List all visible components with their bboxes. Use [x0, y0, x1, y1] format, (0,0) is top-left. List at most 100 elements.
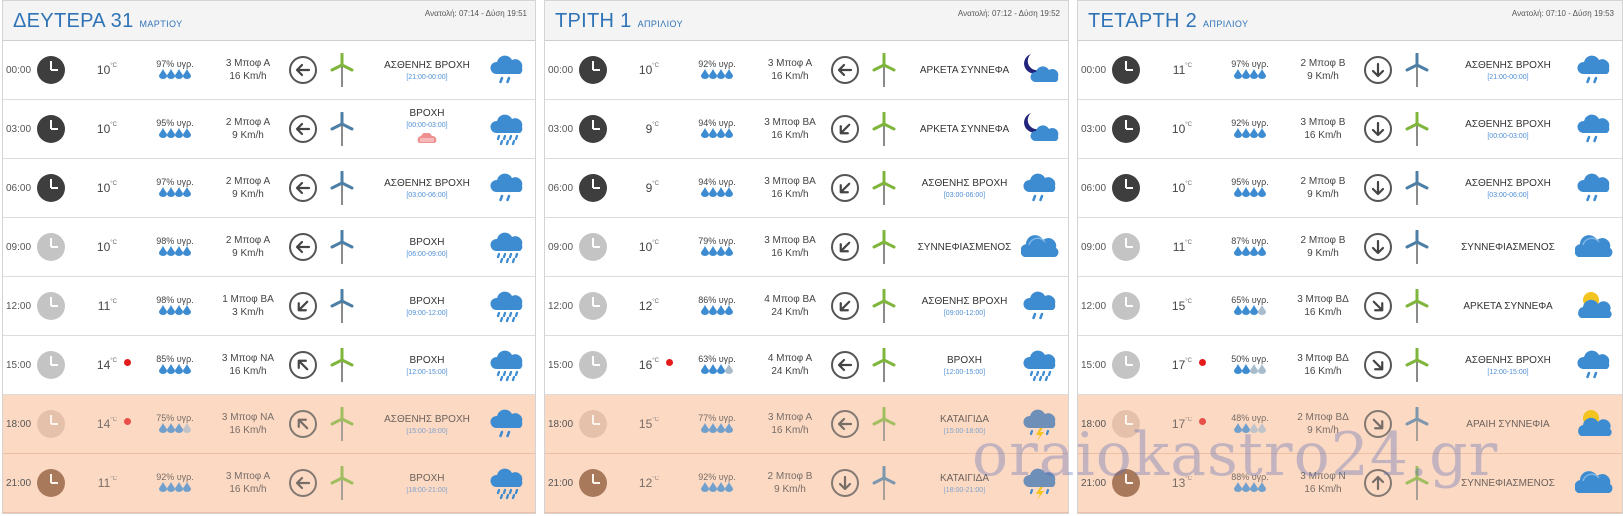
humidity-drop-icon	[725, 245, 733, 259]
haze-icon	[367, 132, 487, 150]
wind: 3 Μποφ ΒΔ 16 Km/h	[1297, 353, 1349, 377]
storm-icon	[1020, 406, 1068, 442]
wind-direction-arrow-icon	[289, 233, 317, 261]
wind: 2 Μποφ ΒΔ 9 Km/h	[1297, 412, 1349, 436]
clock-icon	[579, 351, 607, 379]
humidity-drop-icon	[175, 245, 183, 259]
weather-period: [03:00-06:00]	[943, 191, 986, 199]
humidity-drop-icon	[725, 127, 733, 141]
temperature: 10°C	[96, 181, 117, 195]
humidity-drop-icon	[159, 422, 167, 436]
watermark: oraiokastro24.gr	[972, 420, 1499, 490]
humidity-drop-icon	[1234, 481, 1242, 495]
temperature: 13°C	[1171, 476, 1192, 490]
humidity-drop-icon	[701, 186, 709, 200]
humidity-drop-icon	[183, 245, 191, 259]
humidity-drop-icon	[1258, 481, 1266, 495]
humidity-drop-icon	[717, 245, 725, 259]
high-temp-dot-icon	[124, 418, 131, 425]
wind-direction-arrow-icon	[1364, 351, 1392, 379]
temperature: 11°C	[1172, 240, 1192, 254]
day-header: ΤΡΙΤΗ 1 ΑΠΡΙΛΙΟΥ Ανατολή: 07:12 - Δύση 19:…	[545, 1, 1068, 41]
humidity: 92% υγρ.	[1210, 118, 1290, 141]
wind-turbine-icon	[317, 348, 367, 382]
humidity-drop-icon	[717, 127, 725, 141]
humidity-drop-icon	[167, 422, 175, 436]
clock-icon	[37, 115, 65, 143]
wind: 3 Μποφ ΒΑ 16 Km/h	[764, 176, 816, 200]
row-time: 09:00	[1081, 241, 1107, 253]
wind: 3 Μποφ ΒΑ 16 Km/h	[764, 117, 816, 141]
wind: 3 Μποφ Β 16 Km/h	[1300, 117, 1346, 141]
wind-direction-arrow-icon	[289, 115, 317, 143]
wind: 3 Μποφ Ν 16 Km/h	[1300, 471, 1346, 495]
humidity-drop-icon	[701, 68, 709, 82]
weather-period: [18:00-21:00]	[943, 486, 986, 494]
rain-icon	[487, 111, 535, 147]
humidity-drop-icon	[183, 363, 191, 377]
humidity-drop-icon	[1250, 481, 1258, 495]
humidity-drop-icon	[701, 245, 709, 259]
row-time: 18:00	[548, 418, 574, 430]
wind-direction-arrow-icon	[289, 469, 317, 497]
wind-direction-arrow-icon	[289, 174, 317, 202]
day-title: ΤΡΙΤΗ 1 ΑΠΡΙΛΙΟΥ	[555, 10, 683, 32]
temperature: 10°C	[96, 122, 117, 136]
wind-turbine-icon	[317, 230, 367, 264]
humidity-drop-icon	[175, 363, 183, 377]
weather-period: [15:00-18:00]	[943, 427, 986, 435]
sunrise-sunset: Ανατολή: 07:10 - Δύση 19:53	[1511, 9, 1614, 18]
clock-icon	[1112, 56, 1140, 84]
humidity-drop-icon	[1242, 186, 1250, 200]
weather-description: ΑΣΘΕΝΗΣ ΒΡΟΧΗ [00:00-03:00]	[1442, 119, 1574, 140]
wind: 3 Μποφ Α 16 Km/h	[225, 471, 271, 495]
weather-description: ΚΑΤΑΙΓΙΔΑ [18:00-21:00]	[909, 473, 1020, 494]
humidity-drop-icon	[167, 304, 175, 318]
rain-icon	[487, 229, 535, 265]
row-time: 21:00	[548, 477, 574, 489]
wind-turbine-icon	[1392, 289, 1442, 323]
wind-turbine-icon	[1392, 53, 1442, 87]
row-time: 06:00	[1081, 182, 1107, 194]
temperature: 11°C	[97, 476, 117, 490]
day-header: ΤΕΤΑΡΤΗ 2 ΑΠΡΙΛΙΟΥ Ανατολή: 07:10 - Δύση 1…	[1078, 1, 1622, 41]
wind-turbine-icon	[859, 171, 909, 205]
wind-turbine-icon	[317, 112, 367, 146]
wind-turbine-icon	[1392, 171, 1442, 205]
rain-icon	[1020, 347, 1068, 383]
wind-turbine-icon	[317, 53, 367, 87]
clock-icon	[1112, 115, 1140, 143]
wind-turbine-icon	[1392, 230, 1442, 264]
clock-icon	[579, 469, 607, 497]
humidity-drop-icon	[701, 304, 709, 318]
humidity: 50% υγρ.	[1210, 354, 1290, 377]
temperature: 9°C	[645, 122, 659, 136]
weather-period: [12:00-15:00]	[406, 368, 448, 376]
wind-turbine-icon	[317, 171, 367, 205]
day-month: ΜΑΡΤΙΟΥ	[139, 19, 183, 29]
clock-icon	[37, 56, 65, 84]
weather-period: [09:00-12:00]	[943, 309, 986, 317]
high-temp-dot-icon	[124, 359, 131, 366]
wind-direction-arrow-icon	[831, 174, 859, 202]
temperature: 10°C	[1171, 122, 1192, 136]
row-time: 00:00	[1081, 64, 1107, 76]
wind-turbine-icon	[859, 112, 909, 146]
humidity-drop-icon	[1242, 304, 1250, 318]
humidity-drop-icon	[701, 363, 709, 377]
weather-period: [12:00-15:00]	[1487, 368, 1529, 376]
humidity-drop-icon	[159, 245, 167, 259]
wind-turbine-icon	[1392, 348, 1442, 382]
forecast-row: 00:00 10°C 92% υγρ. 3 Μποφ Α 16 Km/h ΑΡΚΕ…	[545, 41, 1068, 100]
humidity-drop-icon	[159, 127, 167, 141]
weather-description: ΒΡΟΧΗ [12:00-15:00]	[909, 355, 1020, 376]
weather-description: ΑΣΘΕΝΗΣ ΒΡΟΧΗ [21:00-00:00]	[1442, 60, 1574, 81]
high-temp-dot-icon	[1199, 418, 1206, 425]
day-month: ΑΠΡΙΛΙΟΥ	[1203, 19, 1249, 29]
humidity-drop-icon	[1234, 304, 1242, 318]
